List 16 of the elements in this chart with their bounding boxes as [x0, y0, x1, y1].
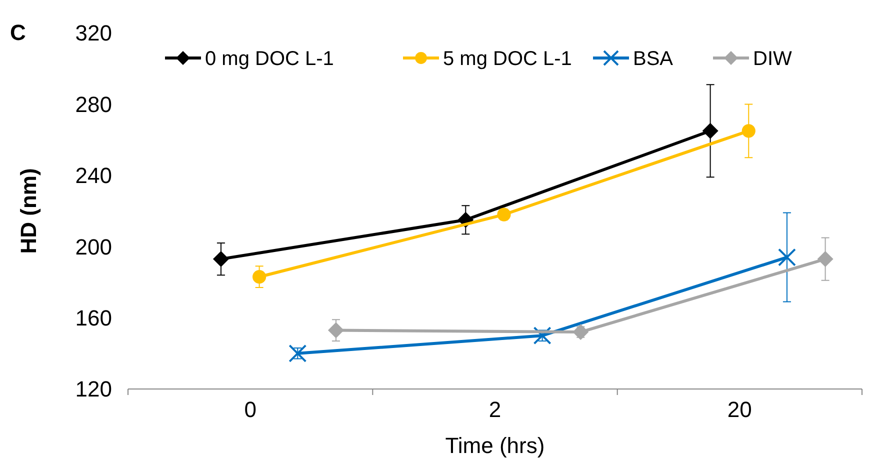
y-tick-label: 160 [75, 306, 112, 330]
y-tick-label: 200 [75, 234, 112, 260]
y-axis-title: HD (nm) [16, 168, 41, 254]
legend-label: 0 mg DOC L-1 [205, 48, 334, 70]
x-tick-label: 20 [727, 397, 752, 422]
text: C [10, 20, 26, 45]
legend-label: DIW [753, 48, 792, 70]
legend-label: BSA [633, 48, 674, 70]
x-tick-label: 0 [244, 397, 256, 422]
x-tick-label: 2 [488, 397, 502, 422]
legend-label: 5 mg DOC L-1 [443, 48, 572, 70]
x-axis-title: Time (hrs) [445, 433, 545, 458]
y-tick-label: 240 [75, 163, 112, 188]
y-tick-label: 280 [75, 92, 112, 117]
y-tick-label: 120 [75, 376, 112, 402]
y-tick-label: 320 [75, 20, 112, 46]
